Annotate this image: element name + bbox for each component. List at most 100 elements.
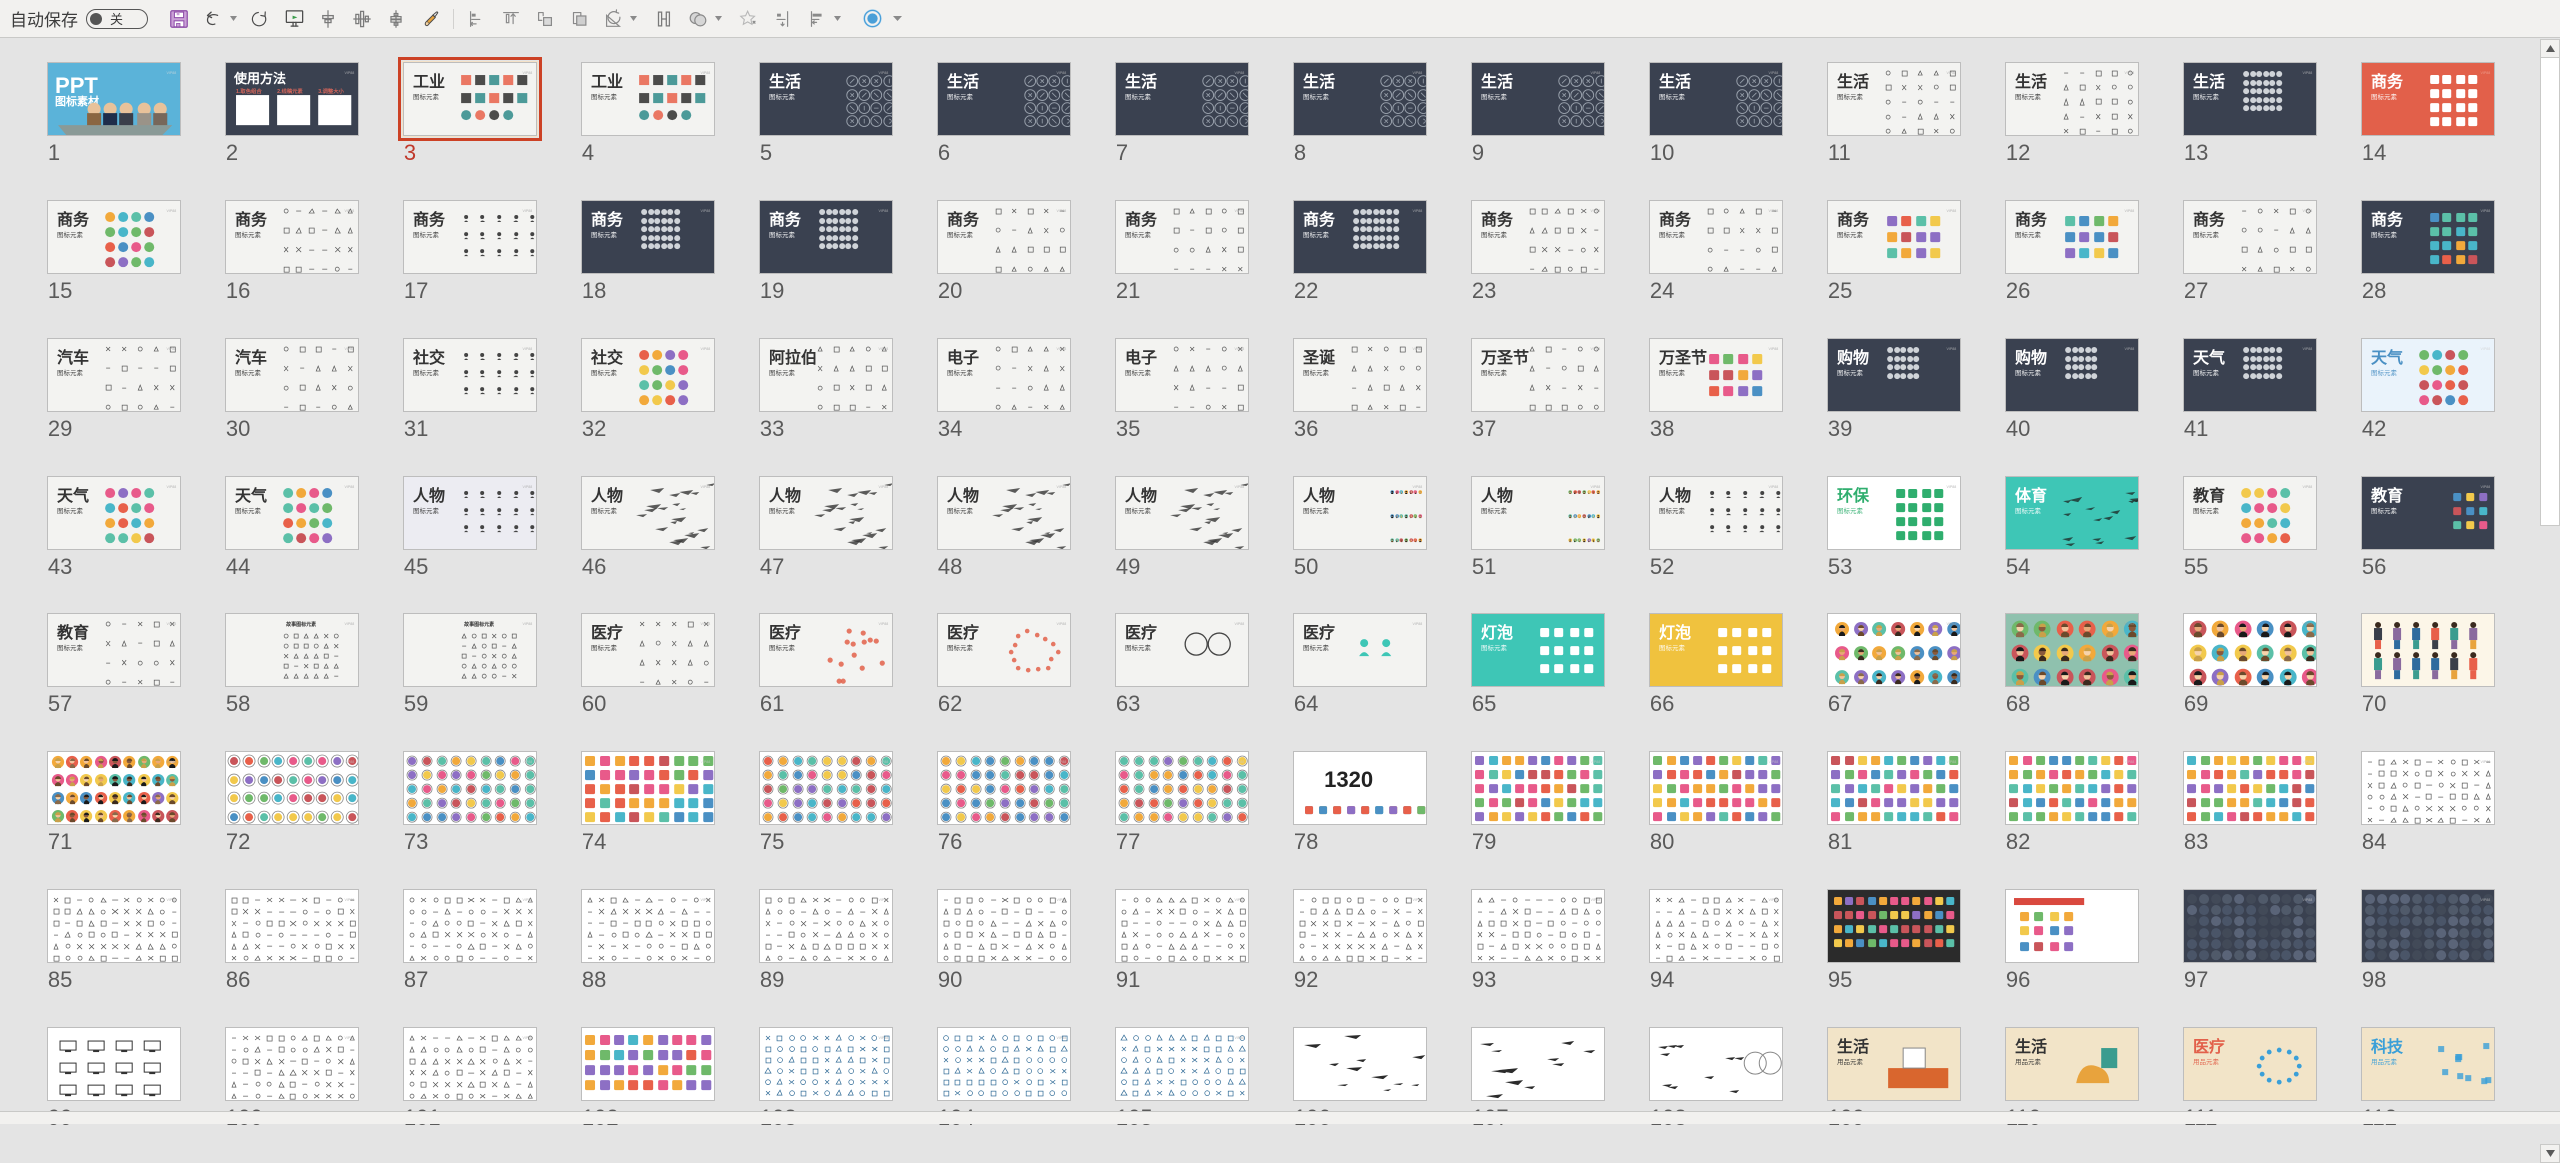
svg-text:工业: 工业 [591, 73, 623, 91]
svg-text:VIP88: VIP88 [1234, 760, 1244, 764]
svg-text:VIP88: VIP88 [1590, 71, 1600, 75]
svg-text:VIP88: VIP88 [2302, 622, 2312, 626]
svg-text:VIP88: VIP88 [878, 209, 888, 213]
svg-text:生活: 生活 [2193, 72, 2225, 91]
svg-text:VIP88: VIP88 [1946, 347, 1956, 351]
svg-text:商务: 商务 [57, 210, 90, 229]
svg-text:体育: 体育 [2015, 486, 2047, 505]
svg-text:灯泡: 灯泡 [1659, 623, 1691, 642]
svg-text:VIP88: VIP88 [1768, 485, 1778, 489]
svg-text:VIP88: VIP88 [166, 622, 176, 626]
svg-text:VIP88: VIP88 [1234, 622, 1244, 626]
svg-text:商务: 商务 [769, 210, 802, 229]
svg-text:图标元素: 图标元素 [1303, 368, 1330, 377]
svg-text:VIP88: VIP88 [1768, 898, 1778, 902]
svg-text:商务: 商务 [2015, 210, 2048, 229]
svg-text:VIP88: VIP88 [344, 485, 354, 489]
svg-text:VIP88: VIP88 [1056, 485, 1066, 489]
svg-text:图标元素: 图标元素 [2371, 368, 2398, 377]
svg-text:VIP88: VIP88 [1946, 71, 1956, 75]
svg-text:生活: 生活 [1837, 1037, 1869, 1056]
svg-text:VIP88: VIP88 [1768, 209, 1778, 213]
svg-text:图标元素: 图标元素 [1837, 92, 1864, 101]
svg-text:VIP88: VIP88 [2124, 71, 2134, 75]
svg-text:VIP88: VIP88 [522, 71, 532, 75]
svg-text:图标元素: 图标元素 [1659, 643, 1686, 652]
svg-text:汽车: 汽车 [235, 348, 267, 367]
svg-text:用品元素: 用品元素 [2371, 1057, 2398, 1066]
svg-text:商务: 商务 [1481, 210, 1514, 229]
svg-text:VIP88: VIP88 [1056, 760, 1066, 764]
svg-text:图标元素: 图标元素 [413, 230, 440, 239]
svg-text:社交: 社交 [590, 348, 623, 367]
svg-text:VIP88: VIP88 [2480, 898, 2490, 902]
svg-text:人物: 人物 [1481, 486, 1513, 505]
svg-text:VIP88: VIP88 [1056, 898, 1066, 902]
svg-text:环保: 环保 [1837, 486, 1870, 505]
svg-text:VIP88: VIP88 [700, 71, 710, 75]
svg-text:VIP88: VIP88 [1768, 347, 1778, 351]
svg-text:图标元素: 图标元素 [235, 506, 261, 515]
svg-text:人物: 人物 [413, 486, 445, 505]
svg-text:图标元素: 图标元素 [1837, 230, 1864, 239]
svg-text:图标元素: 图标元素 [947, 643, 974, 652]
svg-text:VIP88: VIP88 [1234, 71, 1244, 75]
svg-text:VIP88: VIP88 [2124, 622, 2134, 626]
svg-text:天气: 天气 [235, 486, 267, 505]
svg-text:图标元素: 图标元素 [2193, 368, 2220, 377]
svg-text:图标元素: 图标元素 [2015, 368, 2042, 377]
svg-text:VIP88: VIP88 [2302, 898, 2312, 902]
svg-text:商务: 商务 [1303, 210, 1336, 229]
svg-text:VIP88: VIP88 [344, 622, 354, 626]
svg-text:VIP88: VIP88 [2124, 347, 2134, 351]
svg-text:商务: 商务 [2371, 210, 2404, 229]
svg-text:生活: 生活 [2015, 1037, 2047, 1056]
svg-text:VIP88: VIP88 [1234, 485, 1244, 489]
svg-text:图标元素: 图标元素 [769, 92, 796, 101]
svg-text:图标元素: 图标元素 [947, 230, 974, 239]
svg-text:VIP88: VIP88 [1412, 347, 1422, 351]
svg-text:VIP88: VIP88 [700, 760, 710, 764]
svg-text:VIP88: VIP88 [2302, 347, 2312, 351]
svg-text:图标元素: 图标元素 [57, 506, 84, 515]
svg-text:图标元素: 图标元素 [1659, 92, 1686, 101]
svg-text:VIP88: VIP88 [878, 347, 888, 351]
svg-text:VIP88: VIP88 [166, 485, 176, 489]
svg-text:生活: 生活 [1125, 72, 1157, 91]
svg-text:图标元素: 图标元素 [57, 230, 84, 239]
svg-text:VIP88: VIP88 [2480, 347, 2490, 351]
svg-text:图标元素: 图标元素 [1659, 368, 1686, 377]
svg-text:图标元素: 图标元素 [769, 230, 796, 239]
svg-text:VIP88: VIP88 [1590, 898, 1600, 902]
svg-text:VIP88: VIP88 [700, 622, 710, 626]
svg-text:图标元素: 图标元素 [591, 368, 618, 377]
svg-text:VIP88: VIP88 [522, 1036, 532, 1040]
svg-text:用品元素: 用品元素 [2193, 1057, 2220, 1066]
svg-text:图标元素: 图标元素 [1125, 368, 1152, 377]
svg-text:电子: 电子 [947, 348, 979, 367]
svg-text:商务: 商务 [1659, 210, 1692, 229]
svg-text:图标元素: 图标元素 [2015, 230, 2042, 239]
svg-text:电子: 电子 [1125, 348, 1157, 367]
svg-text:VIP88: VIP88 [522, 760, 532, 764]
svg-text:图标元素: 图标元素 [2015, 506, 2042, 515]
svg-text:图标元素: 图标元素 [1125, 230, 1152, 239]
svg-text:图标元素: 图标元素 [413, 506, 440, 515]
svg-text:工业: 工业 [413, 73, 445, 91]
svg-text:VIP88: VIP88 [1590, 209, 1600, 213]
svg-text:VIP88: VIP88 [1056, 622, 1066, 626]
svg-text:VIP88: VIP88 [1946, 622, 1956, 626]
svg-text:VIP88: VIP88 [1412, 71, 1422, 75]
svg-text:图标元素: 图标元素 [2193, 230, 2220, 239]
svg-text:图标元素: 图标元素 [947, 368, 974, 377]
svg-text:图标元素: 图标元素 [769, 368, 796, 377]
svg-text:VIP88: VIP88 [2124, 760, 2134, 764]
svg-text:1320: 1320 [1324, 767, 1373, 792]
svg-text:VIP88: VIP88 [344, 71, 354, 75]
svg-text:万圣节: 万圣节 [1658, 348, 1707, 367]
svg-text:图标元素: 图标元素 [769, 506, 796, 515]
svg-text:VIP88: VIP88 [1412, 898, 1422, 902]
svg-text:生活: 生活 [1303, 72, 1335, 91]
svg-text:图标元素: 图标元素 [1481, 643, 1508, 652]
svg-text:VIP88: VIP88 [344, 347, 354, 351]
